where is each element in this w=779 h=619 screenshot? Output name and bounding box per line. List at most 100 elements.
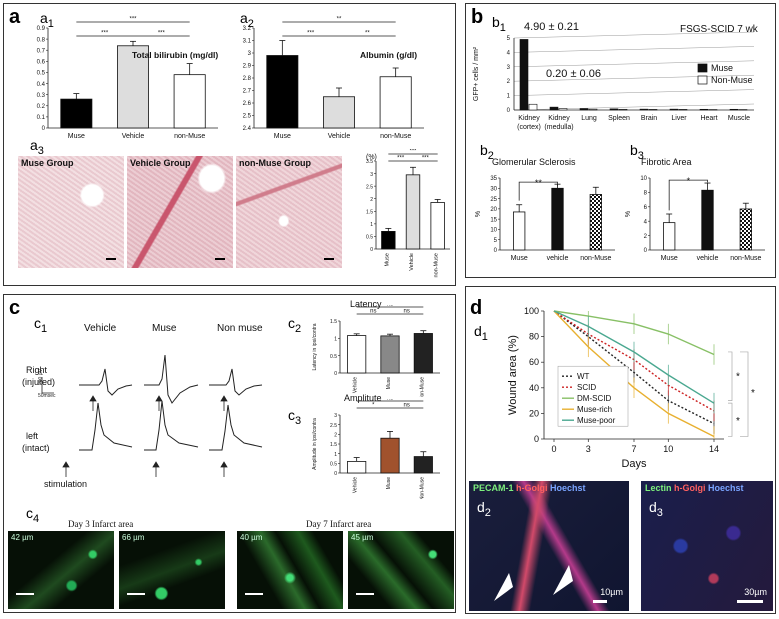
chart-c3: 0 0.5 1 1.5 2 2.5 3 Vehicle Muse Non-Muse ns * ns Amp… (312, 399, 440, 499)
histology-non-muse-group: non-Muse Group (236, 156, 342, 268)
c4-group-day3: Day 3 Infarct area (68, 519, 134, 529)
x-tick-label: Kidney (548, 115, 570, 122)
sig-bracket (740, 351, 749, 437)
legend-label: DM-SCID (577, 394, 611, 403)
histology-vehicle-group: Vehicle Group (127, 156, 233, 268)
y-tick-label: 0 (534, 434, 539, 444)
panel-d: d d1 0 20 40 60 80 100 0 3 7 10 14 Days Wound area (… (465, 286, 776, 614)
legend-label: Muse (711, 63, 733, 73)
y-axis-label: Amplitude in ipsi/contra (312, 418, 318, 470)
bar (60, 98, 93, 129)
sig-label: ns (370, 309, 376, 315)
x-tick-label: 3 (586, 444, 591, 454)
y-tick-label: 0 (42, 126, 46, 132)
panel-letter-a: a (9, 6, 21, 28)
panel-letter-c: c (9, 297, 21, 319)
y-tick-label: 0.9 (37, 26, 46, 32)
fluorescence-d2: PECAM-1 h-Golgi Hoechst d2 10µm (469, 481, 629, 611)
y-tick-label: 1.5 (330, 442, 337, 448)
stain-hoechst: Hoechst (708, 483, 744, 493)
x-tick-label: Muse (386, 377, 392, 389)
y-tick-label: 0.2 (37, 104, 46, 110)
b1-annotation-medulla: 0.20 ± 0.06 (546, 68, 601, 80)
sig-label: ** (337, 17, 342, 23)
y-tick-label: 10 (490, 228, 497, 234)
fluorescence-d3: Lectin h-Golgi Hoechst d3 30µm (641, 481, 773, 611)
c3-title: Amplitute (344, 393, 382, 403)
y-tick-label: 0.5 (37, 71, 46, 77)
bar (669, 108, 679, 111)
x-tick-label: non-Muse (174, 133, 205, 140)
bar (588, 108, 598, 111)
y-tick-label: 2.5 (243, 114, 252, 120)
x-tick-label: Vehicle (122, 133, 145, 140)
d3-scale-label: 30µm (744, 587, 767, 597)
legend-swatch (697, 63, 708, 73)
x-tick-label: Muse (274, 133, 291, 140)
c1-col-muse: Muse (152, 323, 177, 334)
x-tick-label: non-Muse (730, 255, 761, 262)
x-tick-label: Spleen (608, 115, 630, 122)
d2-stain-labels: PECAM-1 h-Golgi Hoechst (473, 483, 586, 493)
gridline (513, 46, 755, 53)
trace-vehicle-right (79, 368, 133, 396)
y-tick-label: 1 (334, 337, 337, 343)
subpanel-label-c4: c4 (26, 505, 40, 525)
micro-day7-b: 45 µm (348, 531, 454, 609)
legend: WT SCID DM-SCID Muse-rich Muse-poor (557, 365, 629, 427)
y-axis-label: GFP+ cells / mm² (473, 46, 480, 101)
y-tick-label: 3 (334, 413, 337, 419)
y-tick-label: 5 (494, 238, 498, 244)
micro-depth: 40 µm (240, 533, 263, 542)
subpanel-label-b1: b1 (492, 14, 506, 34)
bar (699, 108, 709, 111)
bar (380, 437, 400, 474)
bar (266, 55, 299, 129)
chart-a2: 2.4 2.5 2.6 2.7 2.8 2.9 3 3.1 3.2 Muse Vehicle non-… (243, 17, 424, 140)
scale-bar (737, 600, 763, 603)
subpanel-label-a2: a2 (240, 10, 254, 30)
x-tick-label: (cortex) (517, 124, 541, 131)
y-tick-label: 1 (334, 452, 337, 458)
x-tick-label: non-Muse (434, 253, 440, 277)
subpanel-label-b2: b2 (480, 142, 494, 162)
d3-stain-labels: Lectin h-Golgi Hoechst (645, 483, 744, 493)
c2-title: Latency (350, 299, 382, 309)
legend-label: Non-Muse (711, 75, 753, 85)
b2-title: Glomerular Sclerosis (492, 157, 576, 167)
bar (579, 108, 589, 111)
x-tick-label: Kidney (518, 115, 540, 122)
y-tick-label: 2 (370, 197, 373, 203)
bar (323, 96, 355, 129)
bar (413, 456, 433, 474)
sig-label: * (687, 176, 691, 186)
y-tick-label: 0.1 (37, 115, 46, 121)
gridline (513, 89, 755, 96)
y-tick-label: 3 (370, 172, 373, 178)
scale-bar-trace (41, 377, 54, 394)
bar (380, 335, 400, 374)
y-axis-label: Latency in ipsi/contra (312, 323, 318, 370)
x-tick-label: Liver (671, 115, 687, 122)
legend-swatch (697, 75, 708, 85)
x-tick-label: 14 (709, 444, 719, 454)
bar (528, 103, 538, 111)
y-axis-label: % (475, 211, 482, 217)
legend-label: WT (577, 372, 590, 381)
x-tick-label: Muse (384, 253, 390, 266)
y-tick-label: 0.4 (37, 82, 46, 88)
x-tick-label: Heart (700, 115, 717, 122)
subpanel-label-d1: d1 (474, 323, 488, 343)
y-axis-label: % (625, 211, 632, 217)
bar (618, 108, 628, 111)
a2-title: Albumin (g/dl) (360, 50, 418, 60)
legend-label: SCID (577, 383, 596, 392)
sig-bracket (518, 181, 558, 201)
y-tick-label: 20 (529, 408, 539, 418)
bar (739, 208, 752, 251)
x-tick-label: (medulla) (544, 124, 573, 131)
chart-c2: 0 0.5 1 1.5 Vehicle Muse Non-Muse ns ns ns Latency… (312, 305, 440, 397)
y-tick-label: 5 (507, 36, 511, 42)
panel-b: b b1 b2 b3 0 1 2 3 4 5 Kidney (cortex) Kidney (me… (465, 3, 776, 278)
a1-title: Total bilirubin (mg/dl) (132, 50, 219, 60)
